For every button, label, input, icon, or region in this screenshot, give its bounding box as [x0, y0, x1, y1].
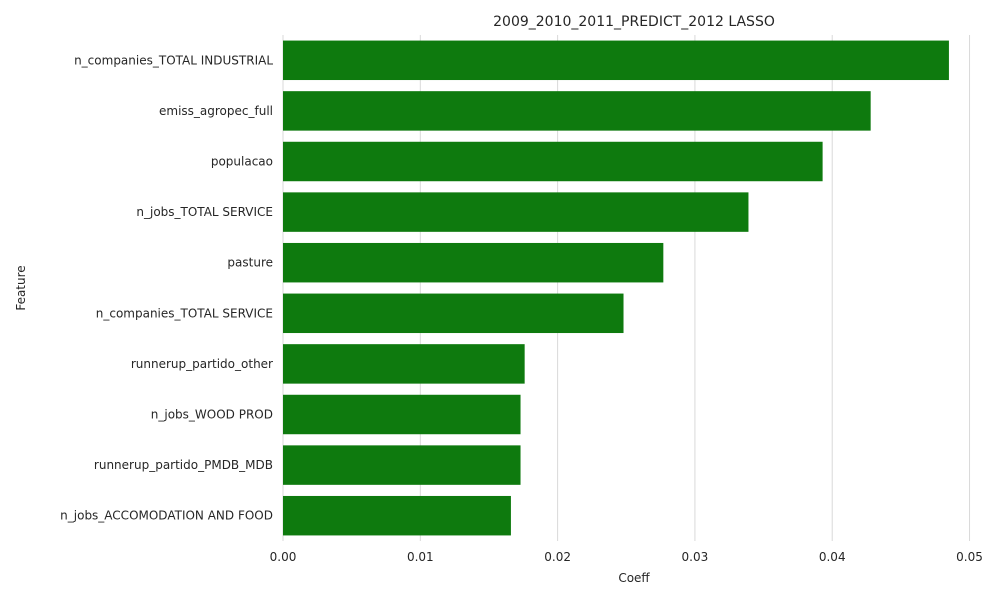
bar	[283, 242, 664, 283]
x-tick-label: 0.05	[956, 550, 983, 564]
bar	[283, 91, 871, 131]
y-tick-label: n_jobs_TOTAL SERVICE	[136, 205, 273, 219]
bar	[283, 192, 749, 232]
x-tick-labels: 0.00 0.01 0.02 0.03 0.04 0.05	[270, 550, 983, 564]
y-tick-label: n_jobs_WOOD PROD	[151, 408, 273, 422]
bars	[283, 40, 949, 536]
bar	[283, 495, 511, 536]
x-tick-label: 0.03	[682, 550, 709, 564]
bar	[283, 445, 521, 485]
x-tick-label: 0.00	[270, 550, 297, 564]
bar	[283, 40, 949, 81]
x-tick-label: 0.01	[407, 550, 434, 564]
y-tick-label: n_companies_TOTAL SERVICE	[96, 306, 273, 320]
bar	[283, 344, 525, 384]
bar	[283, 293, 624, 334]
chart-title: 2009_2010_2011_PREDICT_2012 LASSO	[493, 14, 775, 30]
y-tick-label: runnerup_partido_other	[131, 357, 273, 371]
x-tick-label: 0.04	[819, 550, 846, 564]
y-tick-label: pasture	[227, 256, 273, 270]
y-tick-label: emiss_agropec_full	[159, 104, 273, 118]
y-axis-title: Feature	[14, 265, 28, 310]
y-tick-labels: n_companies_TOTAL INDUSTRIAL emiss_agrope…	[60, 53, 273, 522]
y-tick-label: runnerup_partido_PMDB_MDB	[94, 458, 273, 472]
y-tick-label: populacao	[211, 155, 273, 169]
y-tick-label: n_companies_TOTAL INDUSTRIAL	[74, 53, 273, 67]
x-tick-label: 0.02	[544, 550, 571, 564]
y-tick-label: n_jobs_ACCOMODATION AND FOOD	[60, 509, 273, 523]
bar	[283, 141, 823, 182]
x-axis-title: Coeff	[618, 571, 650, 585]
bar	[283, 394, 521, 435]
